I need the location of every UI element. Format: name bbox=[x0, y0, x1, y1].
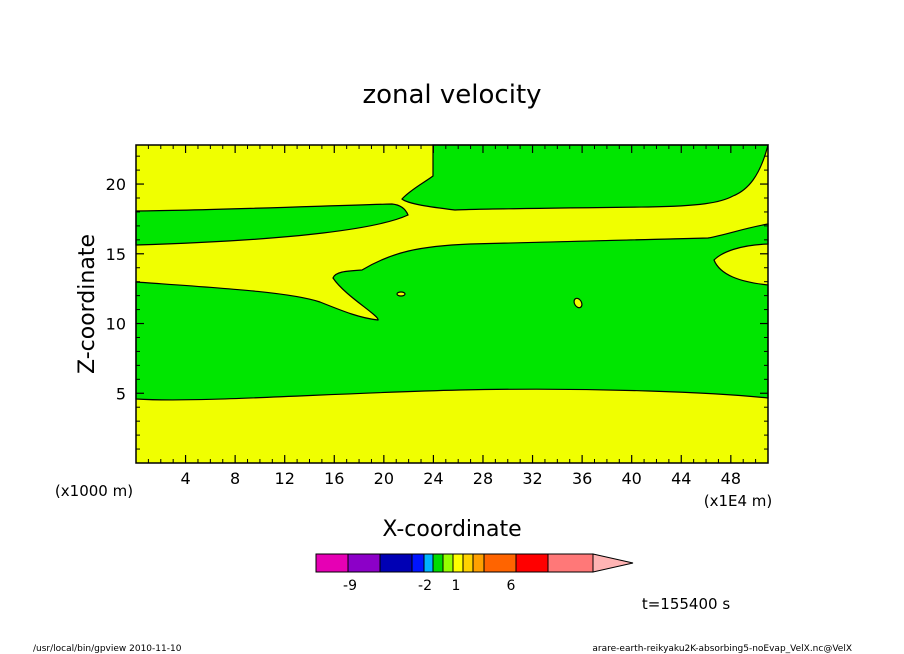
contour-region-main-green bbox=[135, 223, 769, 401]
x-tick-label: 44 bbox=[671, 469, 691, 488]
colorbar-swatch bbox=[452, 553, 464, 573]
colorbar-swatch bbox=[423, 553, 434, 573]
y-tick-label: 15 bbox=[106, 245, 126, 264]
colorbar-swatch bbox=[315, 553, 349, 573]
x-tick-label: 48 bbox=[721, 469, 741, 488]
colorbar-swatch bbox=[442, 553, 454, 573]
x-tick-label: 24 bbox=[423, 469, 443, 488]
x-tick-label: 16 bbox=[324, 469, 344, 488]
colorbar-swatch bbox=[483, 553, 517, 573]
colorbar-swatch bbox=[515, 553, 549, 573]
x-tick-label: 40 bbox=[622, 469, 642, 488]
contour-blob-1 bbox=[396, 291, 406, 297]
x-tick-label: 36 bbox=[572, 469, 592, 488]
colorbar-swatch bbox=[347, 553, 381, 573]
y-unit-label: (x1000 m) bbox=[55, 482, 133, 500]
colorbar-labels: -9 -2 1 6 bbox=[343, 578, 516, 594]
x-tick-label: 4 bbox=[180, 469, 190, 488]
colorbar-tick-label: -2 bbox=[418, 578, 432, 594]
x-tick-label: 8 bbox=[230, 469, 240, 488]
y-tick-label: 5 bbox=[116, 384, 126, 403]
y-axis-ticks: 5 10 15 20 bbox=[106, 155, 768, 450]
colorbar bbox=[315, 553, 634, 573]
x-tick-label: 12 bbox=[275, 469, 295, 488]
colorbar-swatch bbox=[547, 553, 594, 573]
plot-frame bbox=[135, 144, 769, 464]
y-tick-label: 20 bbox=[106, 175, 126, 194]
footer-right: arare-earth-reikyaku2K-absorbing5-noEvap… bbox=[592, 644, 852, 654]
colorbar-swatch bbox=[432, 553, 444, 573]
colorbar-tick-label: 1 bbox=[452, 578, 461, 594]
x-axis-label: X-coordinate bbox=[382, 517, 521, 542]
colorbar-tick-label: -9 bbox=[343, 578, 357, 594]
colorbar-swatch bbox=[462, 553, 474, 573]
chart-title: zonal velocity bbox=[362, 80, 541, 110]
x-unit-label: (x1E4 m) bbox=[704, 492, 773, 510]
colorbar-swatch bbox=[472, 553, 485, 573]
colorbar-swatch bbox=[411, 553, 425, 573]
x-axis-ticks: 4 8 12 16 20 24 28 32 36 40 44 48 bbox=[147, 145, 757, 488]
footer-left: /usr/local/bin/gpview 2010-11-10 bbox=[33, 644, 182, 654]
colorbar-tick-label: 6 bbox=[507, 578, 516, 594]
y-axis-label: Z-coordinate bbox=[75, 234, 100, 374]
x-tick-label: 32 bbox=[522, 469, 542, 488]
x-tick-label: 28 bbox=[473, 469, 493, 488]
contour-blob-2 bbox=[573, 297, 583, 309]
contour-region-upper-right-green bbox=[401, 144, 769, 211]
time-label: t=155400 s bbox=[642, 595, 730, 613]
x-tick-label: 20 bbox=[374, 469, 394, 488]
colorbar-swatch bbox=[379, 553, 413, 573]
contour-region-upper-left-green bbox=[135, 203, 409, 246]
colorbar-arrow bbox=[592, 553, 634, 573]
y-tick-label: 10 bbox=[106, 315, 126, 334]
